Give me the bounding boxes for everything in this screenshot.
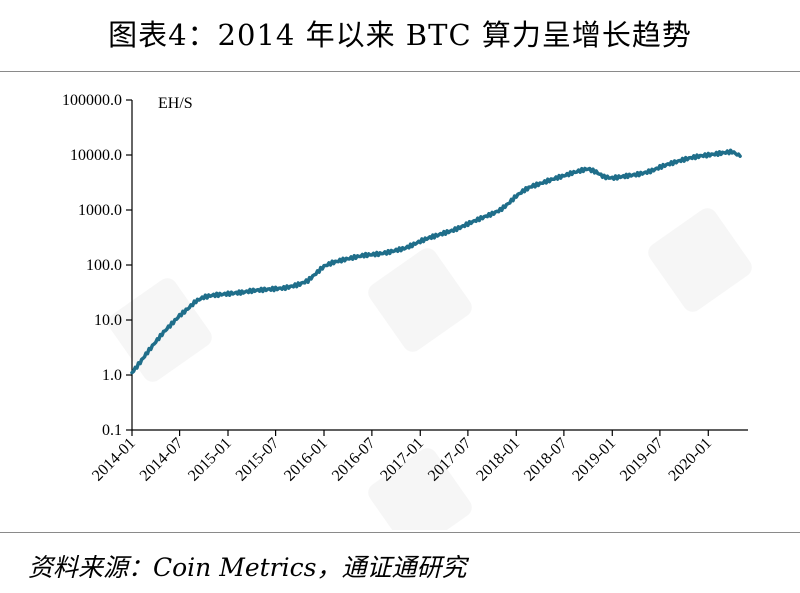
watermark-layer	[104, 204, 755, 530]
y-tick-label: 1.0	[102, 367, 122, 384]
x-tick-label: 2018-01	[473, 435, 523, 485]
y-tick-label: 1000.0	[78, 202, 122, 219]
bottom-divider	[0, 532, 800, 533]
y-tick-label: 0.1	[102, 422, 122, 439]
x-tick-label: 2020-01	[665, 435, 715, 485]
watermark-mark	[364, 244, 475, 355]
source-note: 资料来源：Coin Metrics，通证通研究	[28, 553, 467, 582]
watermark-mark	[644, 204, 755, 315]
x-tick-label: 2014-01	[89, 435, 139, 485]
x-tick-label: 2016-01	[281, 435, 331, 485]
x-tick-label: 2016-07	[329, 435, 379, 485]
y-tick-label: 10000.0	[70, 147, 122, 164]
x-tick-label: 2015-01	[185, 435, 235, 485]
y-tick-label: 10.0	[94, 312, 122, 329]
top-divider	[0, 71, 800, 72]
x-tick-label: 2018-07	[521, 435, 571, 485]
x-tick-label: 2015-07	[233, 435, 283, 485]
chart-area: 100000.0 10000.0 1000.0 100.0 10.0 1.0 0.1 201…	[62, 92, 755, 530]
x-tick-label: 2014-07	[137, 435, 187, 485]
series-line-hashrate	[130, 148, 742, 375]
x-tick-label: 2019-07	[617, 435, 667, 485]
x-tick-label: 2019-01	[569, 435, 619, 485]
chart-title: 图表4：2014 年以来 BTC 算力呈增长趋势	[108, 18, 692, 52]
unit-label: EH/S	[158, 95, 193, 112]
y-tick-label: 100.0	[86, 257, 122, 274]
y-tick-label: 100000.0	[62, 92, 122, 109]
y-axis-ticks: 100000.0 10000.0 1000.0 100.0 10.0 1.0 0.1	[62, 92, 132, 439]
